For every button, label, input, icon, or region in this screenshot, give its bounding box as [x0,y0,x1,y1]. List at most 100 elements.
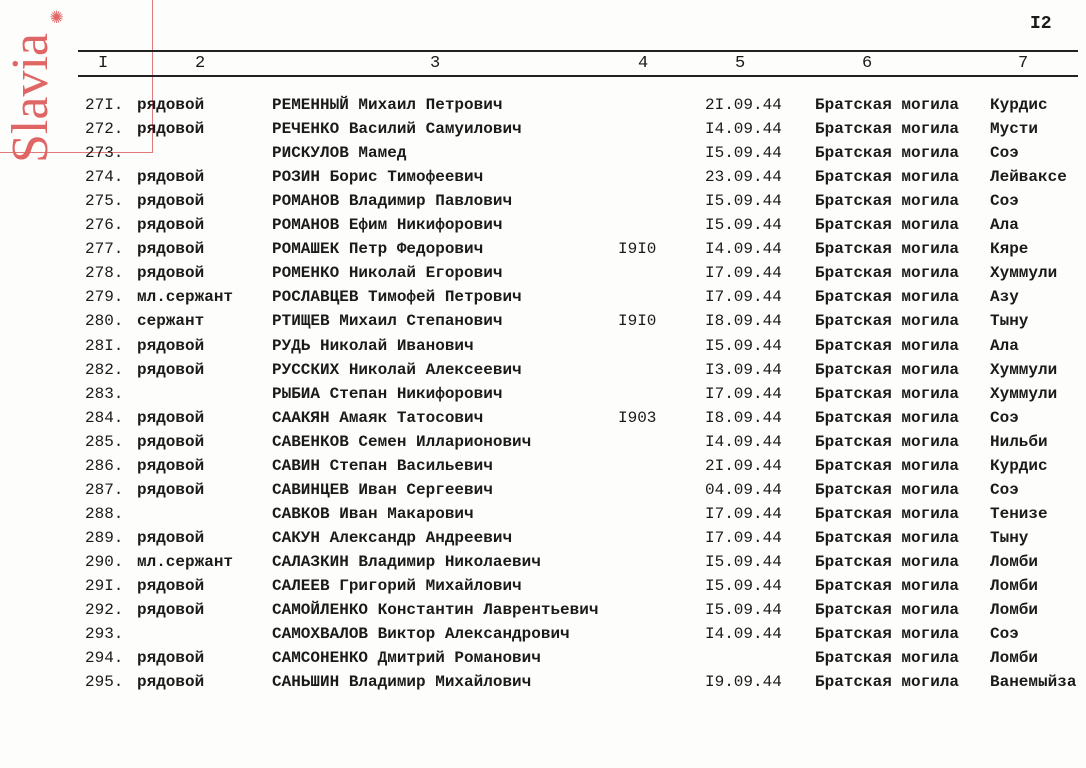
cell-place: Соэ [990,144,1019,163]
cell-num: 294. [85,649,124,668]
cell-place: Мусти [990,120,1039,139]
cell-place: Ванемыйза [990,673,1077,692]
cell-num: 285. [85,432,124,451]
cell-num: 295. [85,673,124,692]
cell-grave: Братская могила [815,96,960,114]
cell-grave: Братская могила [815,552,960,571]
cell-grave: Братская могила [815,625,960,644]
cell-name: САВИН Степан Васильевич [272,456,493,475]
cell-num: 289. [85,528,124,547]
cell-name: САНЬШИН Владимир Михайлович [272,673,532,692]
cell-date: I7.09.44 [705,528,782,547]
column-header-1: I [98,54,109,73]
cell-grave: Братская могила [815,192,960,211]
cell-name: САВИНЦЕВ Иван Сергеевич [272,480,493,499]
table-row: 283. РЫБИА Степан Никифорович I7.09.44 Брат… [0,383,1086,405]
cell-grave: Братская могила [815,216,960,235]
table-row: 27I. рядовой РЕМЕННЫЙ Михаил Петрович 2I.09… [0,94,1086,116]
cell-place: Соэ [990,408,1019,427]
table-row: 276. рядовой РОМАНОВ Ефим Никифорович I5.09… [0,214,1086,236]
cell-name: РТИЩЕВ Михаил Степанович [272,312,503,331]
table-row: 292. рядовой САМОЙЛЕНКО Константин Лаврент… [0,599,1086,621]
column-header-2: 2 [195,54,206,73]
page-number: I2 [1030,14,1052,34]
table-row: 275. рядовой РОМАНОВ Владимир Павлович I5.0… [0,190,1086,212]
cell-num: 28I. [85,336,124,355]
cell-name: РЫБИА Степан Никифорович [272,384,503,403]
cell-num: 288. [85,504,124,523]
cell-place: Курдис [990,96,1048,114]
cell-rank: мл.сержант [137,552,234,571]
cell-num: 287. [85,480,124,499]
cell-date: 2I.09.44 [705,456,782,475]
cell-date: I4.09.44 [705,120,782,139]
cell-date: I5.09.44 [705,216,782,235]
cell-date: I3.09.44 [705,360,782,379]
cell-date: I5.09.44 [705,192,782,211]
cell-name: РОМАНОВ Владимир Павлович [272,192,513,211]
cell-grave: Братская могила [815,673,960,692]
cell-date: I4.09.44 [705,432,782,451]
cell-name: СААКЯН Амаяк Татосович [272,408,484,427]
cell-grave: Братская могила [815,432,960,451]
cell-grave: Братская могила [815,168,960,187]
cell-grave: Братская могила [815,456,960,475]
cell-rank: сержант [137,312,205,331]
cell-place: Лейваксе [990,168,1067,187]
cell-place: Ломби [990,649,1039,668]
cell-grave: Братская могила [815,384,960,403]
table-row: 289. рядовой САКУН Александр Андреевич I7.0… [0,527,1086,549]
cell-name: САВКОВ Иван Макарович [272,504,474,523]
cell-year: I9I0 [618,312,657,331]
cell-rank: рядовой [137,528,205,547]
table-row: 287. рядовой САВИНЦЕВ Иван Сергеевич 04.09.… [0,479,1086,501]
cell-grave: Братская могила [815,336,960,355]
table-row: 29I. рядовой САЛЕЕВ Григорий Михайлович I5.… [0,575,1086,597]
cell-rank: мл.сержант [137,288,234,307]
cell-name: РИСКУЛОВ Мамед [272,144,407,163]
cell-place: Хуммули [990,360,1058,379]
cell-date: I4.09.44 [705,625,782,644]
table-row: 273. РИСКУЛОВ Мамед I5.09.44 Братская могил… [0,142,1086,164]
cell-grave: Братская могила [815,360,960,379]
cell-date: I8.09.44 [705,312,782,331]
cell-date: I4.09.44 [705,240,782,259]
table-row: 280. сержант РТИЩЕВ Михаил Степанович I9I0 I… [0,310,1086,332]
cell-date: 2I.09.44 [705,96,782,114]
cell-grave: Братская могила [815,240,960,259]
cell-place: Тыну [990,528,1029,547]
column-header-5: 5 [735,54,746,73]
cell-num: 284. [85,408,124,427]
cell-num: 290. [85,552,124,571]
cell-num: 292. [85,601,124,620]
cell-date: I9.09.44 [705,673,782,692]
cell-num: 272. [85,120,124,139]
cell-num: 273. [85,144,124,163]
cell-grave: Братская могила [815,528,960,547]
cell-grave: Братская могила [815,144,960,163]
cell-place: Курдис [990,456,1048,475]
table-row: 285. рядовой САВЕНКОВ Семен Илларионович I4… [0,431,1086,453]
cell-num: 274. [85,168,124,187]
cell-rank: рядовой [137,456,205,475]
cell-grave: Братская могила [815,408,960,427]
cell-rank: рядовой [137,96,205,114]
table-row: 282. рядовой РУССКИХ Николай Алексеевич I3.… [0,359,1086,381]
cell-place: Ала [990,336,1019,355]
cell-date: I5.09.44 [705,577,782,595]
table-row: 288. САВКОВ Иван Макарович I7.09.44 Братска… [0,503,1086,525]
cell-name: РОМЕНКО Николай Егорович [272,264,503,283]
cell-grave: Братская могила [815,504,960,523]
cell-rank: рядовой [137,649,205,668]
cell-date: I7.09.44 [705,504,782,523]
cell-name: САЛАЗКИН Владимир Николаевич [272,552,541,571]
cell-year: I903 [618,408,657,427]
cell-num: 293. [85,625,124,644]
table-row: 274. рядовой РОЗИН Борис Тимофеевич 23.09.4… [0,166,1086,188]
cell-name: САКУН Александр Андреевич [272,528,513,547]
header-top-rule [78,50,1078,52]
cell-grave: Братская могила [815,577,960,595]
cell-name: РОЗИН Борис Тимофеевич [272,168,484,187]
table-row: 293. САМОХВАЛОВ Виктор Александрович I4.09… [0,623,1086,645]
